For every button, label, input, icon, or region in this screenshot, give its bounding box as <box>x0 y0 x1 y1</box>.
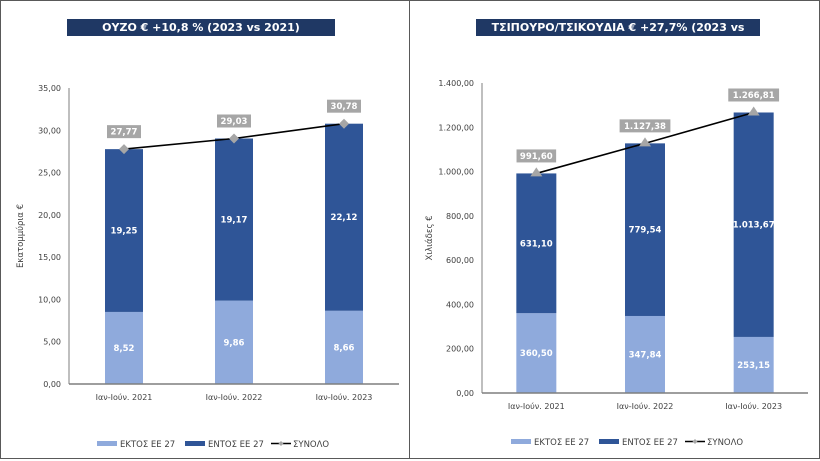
bar-segment-label: 19,25 <box>111 227 138 237</box>
total-marker-triangle <box>747 106 760 116</box>
total-marker-triangle <box>530 167 543 177</box>
bar-segment-inside-eu <box>733 112 774 337</box>
chart-panel-ouzo: ΟΥΖΟ € +10,8 % (2023 vs 2021) 0,00 5,00 10… <box>0 0 410 459</box>
bar-segment-label: 9,86 <box>224 338 245 348</box>
total-marker-diamond <box>119 144 129 155</box>
legend-swatch-inside-eu <box>599 439 619 444</box>
bar-segment-outside-eu <box>516 313 557 393</box>
bar-segment-label: 347,84 <box>629 350 662 360</box>
legend-swatch-outside-eu <box>511 439 531 444</box>
y-tick-label: 1.000,00 <box>438 168 474 177</box>
y-tick-label: 600,00 <box>446 256 474 265</box>
legend-label-inside-eu: ΕΝΤΟΣ ΕΕ 27 <box>208 440 264 450</box>
bar-segment-label: 1.013,67 <box>733 221 775 231</box>
legend-label-outside-eu: ΕΚΤΟΣ ΕΕ 27 <box>534 438 589 448</box>
legend-label-inside-eu: ΕΝΤΟΣ ΕΕ 27 <box>622 438 678 448</box>
bar-segment-label: 631,10 <box>520 239 553 249</box>
total-label: 991,60 <box>520 152 553 162</box>
y-axis-title: Εκατομμύρια € <box>15 204 26 268</box>
bar-segment-label: 779,54 <box>629 226 662 236</box>
bar-segment-label: 253,15 <box>737 361 770 371</box>
chart-title-tsipouro: ΤΣΙΠΟΥΡΟ/ΤΣΙΚΟΥΔΙΑ € +27,7% (2023 vs 202… <box>476 19 760 51</box>
y-tick-label: 10,00 <box>38 295 61 304</box>
chart-title-ouzo: ΟΥΖΟ € +10,8 % (2023 vs 2021) <box>67 19 335 36</box>
total-label-bg <box>217 114 251 128</box>
total-label: 1.127,38 <box>624 122 666 132</box>
total-label: 30,78 <box>331 102 358 112</box>
total-label-bg <box>619 119 671 133</box>
legend-label-total: ΣΥΝΟΛΟ <box>707 438 743 448</box>
total-marker-triangle <box>639 137 651 147</box>
total-label-bg <box>516 149 557 163</box>
y-tick-label: 800,00 <box>446 212 474 221</box>
total-label: 27,77 <box>111 128 138 138</box>
legend-label-total: ΣΥΝΟΛΟ <box>293 440 329 450</box>
y-tick-label: 200,00 <box>446 345 474 354</box>
x-tick-label: Ιαν-Ιούν. 2022 <box>617 401 674 411</box>
total-marker-diamond <box>229 133 239 144</box>
bar-segment-label: 8,52 <box>114 344 135 354</box>
x-tick-label: Ιαν-Ιούν. 2023 <box>316 392 373 402</box>
total-label-bg <box>327 99 361 113</box>
y-axis-title: Χιλιάδες € <box>425 215 435 260</box>
legend-swatch-inside-eu <box>185 441 205 446</box>
total-marker-diamond <box>339 118 349 129</box>
y-tick-label: 35,00 <box>38 84 61 93</box>
x-tick-label: Ιαν-Ιούν. 2023 <box>725 401 782 411</box>
total-label-bg <box>107 125 141 139</box>
y-tick-label: 15,00 <box>38 253 61 262</box>
y-tick-label: 400,00 <box>446 300 474 309</box>
y-tick-label: 1.200,00 <box>438 123 474 132</box>
chart-ouzo-svg: 0,00 5,00 10,00 15,00 20,00 25,00 30,00 35,00 Εκ… <box>15 84 399 450</box>
legend-marker-total <box>278 441 284 446</box>
bar-segment-outside-eu <box>625 315 665 393</box>
bar-segment-inside-eu <box>215 138 253 301</box>
legend-swatch-outside-eu <box>97 441 117 446</box>
y-tick-label: 0,00 <box>43 380 61 389</box>
chart-panel-tsipouro: ΤΣΙΠΟΥΡΟ/ΤΣΙΚΟΥΔΙΑ € +27,7% (2023 vs 202… <box>409 0 820 459</box>
bar-segment-outside-eu <box>105 311 143 384</box>
y-tick-label: 25,00 <box>38 169 61 178</box>
bar-segment-outside-eu <box>733 336 774 393</box>
bar-segment-inside-eu <box>516 173 557 314</box>
y-tick-label: 0,00 <box>456 389 474 398</box>
y-tick-label: 1.400,00 <box>438 79 474 88</box>
bar-segment-inside-eu <box>325 123 363 311</box>
bar-segment-label: 8,66 <box>334 343 355 353</box>
y-tick-label: 30,00 <box>38 126 61 135</box>
bar-segment-inside-eu <box>105 149 143 312</box>
bar-segment-label: 22,12 <box>331 213 358 223</box>
y-tick-label: 5,00 <box>43 338 61 347</box>
bar-segment-label: 19,17 <box>221 216 248 226</box>
bar-segment-outside-eu <box>325 310 363 384</box>
total-label: 29,03 <box>221 117 248 127</box>
x-tick-label: Ιαν-Ιούν. 2022 <box>206 392 263 402</box>
bar-segment-inside-eu <box>625 143 665 316</box>
legend-label-outside-eu: ΕΚΤΟΣ ΕΕ 27 <box>120 440 175 450</box>
chart-tsipouro-svg: 0,00 200,00 400,00 600,00 800,00 1.000,00 1.20… <box>425 79 808 448</box>
bar-segment-label: 360,50 <box>520 349 553 359</box>
total-label: 1.266,81 <box>733 91 775 101</box>
x-tick-label: Ιαν-Ιούν. 2021 <box>508 401 565 411</box>
x-tick-label: Ιαν-Ιούν. 2021 <box>96 392 153 402</box>
total-label-bg <box>728 88 780 102</box>
legend-marker-total <box>692 439 698 444</box>
y-tick-label: 20,00 <box>38 211 61 220</box>
bar-segment-outside-eu <box>215 300 253 384</box>
